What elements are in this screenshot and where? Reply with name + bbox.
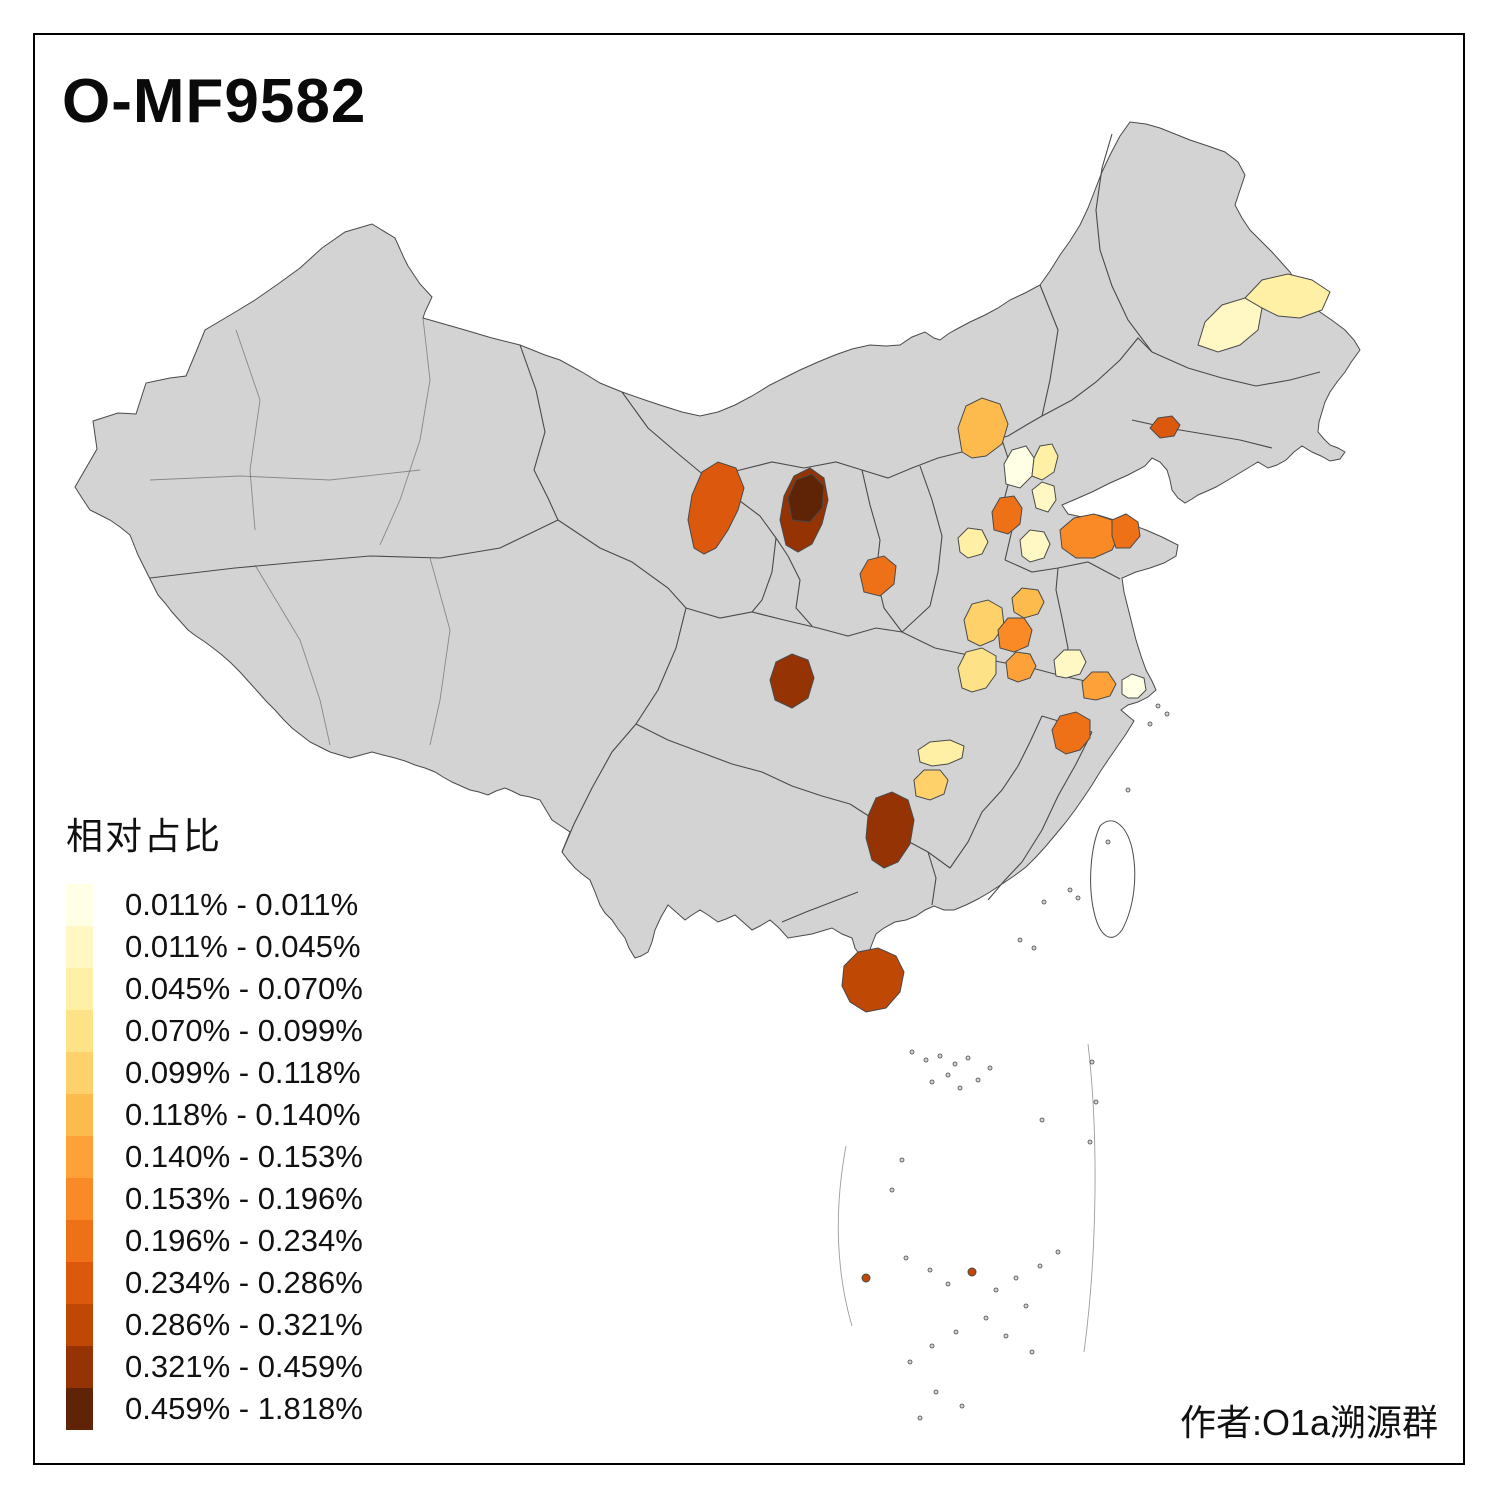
legend-label: 0.153% - 0.196% <box>125 1181 363 1216</box>
tianjin-patch <box>1031 481 1057 513</box>
legend-swatch <box>66 884 93 926</box>
legend-swatch <box>66 1052 93 1094</box>
legend-row: 0.234% - 0.286% <box>66 1262 363 1304</box>
shanghai-patch <box>1121 673 1147 699</box>
legend-swatch <box>66 1178 93 1220</box>
legend-label: 0.286% - 0.321% <box>125 1307 363 1342</box>
legend-swatch <box>66 968 93 1010</box>
legend-swatch <box>66 1010 93 1052</box>
legend-swatch <box>66 1220 93 1262</box>
jiangsu-south-patch <box>1081 671 1117 701</box>
henan-southwest-patch <box>957 647 997 693</box>
legend-label: 0.045% - 0.070% <box>125 971 363 1006</box>
hebei-south-patch <box>1019 529 1051 563</box>
beijing-patch <box>1003 445 1035 489</box>
hubei-east-patch <box>1051 711 1091 755</box>
legend-swatch <box>66 1304 93 1346</box>
legend-row: 0.321% - 0.459% <box>66 1346 363 1388</box>
chongqing-patch <box>769 653 815 709</box>
henan-southeast-patch <box>1005 651 1037 683</box>
legend-label: 0.140% - 0.153% <box>125 1139 363 1174</box>
legend-label: 0.070% - 0.099% <box>125 1013 363 1048</box>
legend-swatch <box>66 1388 93 1430</box>
legend-rows: 0.011% - 0.011% 0.011% - 0.045% 0.045% -… <box>66 884 363 1430</box>
shaanxi-central-patch <box>859 555 897 597</box>
author-credit: 作者:O1a溯源群 <box>1179 1402 1438 1443</box>
ningxia-patch <box>687 461 745 555</box>
legend-row: 0.286% - 0.321% <box>66 1304 363 1346</box>
hunan-north-patch <box>917 739 965 767</box>
legend-label: 0.234% - 0.286% <box>125 1265 363 1300</box>
figure-frame <box>33 33 1465 1465</box>
legend-row: 0.153% - 0.196% <box>66 1178 363 1220</box>
colored-island-dot <box>967 1267 977 1277</box>
legend-label: 0.196% - 0.234% <box>125 1223 363 1258</box>
legend-swatch <box>66 926 93 968</box>
legend-row: 0.045% - 0.070% <box>66 968 363 1010</box>
shaanxi-north-dark-patch <box>787 473 825 523</box>
legend-title: 相对占比 <box>66 816 222 857</box>
sea-boundary-line <box>837 1145 853 1327</box>
colored-island-dot <box>861 1273 871 1283</box>
shanxi-south-patch <box>957 527 989 559</box>
henan-central-patch <box>997 617 1033 653</box>
hunan-central-patch <box>913 769 949 801</box>
legend-label: 0.459% - 1.818% <box>125 1391 363 1426</box>
legend-row: 0.011% - 0.045% <box>66 926 363 968</box>
hainan-island <box>841 947 905 1013</box>
northeast-patch-east <box>1244 273 1331 319</box>
legend-row: 0.118% - 0.140% <box>66 1094 363 1136</box>
hebei-central-patch <box>991 495 1023 535</box>
legend-swatch <box>66 1346 93 1388</box>
liaoning-patch <box>1149 415 1181 439</box>
legend-row: 0.099% - 0.118% <box>66 1052 363 1094</box>
shandong-east-patch <box>1111 513 1141 549</box>
legend-swatch <box>66 1262 93 1304</box>
colored-regions <box>687 273 1331 1283</box>
henan-west-patch <box>963 599 1005 647</box>
hunan-west-patch <box>865 791 915 869</box>
legend-label: 0.099% - 0.118% <box>125 1055 361 1090</box>
legend-row: 0.196% - 0.234% <box>66 1220 363 1262</box>
legend-label: 0.011% - 0.045% <box>125 929 361 964</box>
legend-row: 0.459% - 1.818% <box>66 1388 363 1430</box>
inner-mongolia-patch <box>957 397 1009 459</box>
sea-boundary-line <box>1083 1043 1096 1353</box>
legend-swatch <box>66 1136 93 1178</box>
map-title: O-MF9582 <box>62 67 367 136</box>
beijing-east-patch <box>1031 443 1059 481</box>
island-dots <box>837 703 1170 1421</box>
legend-label: 0.011% - 0.011% <box>125 887 359 922</box>
legend-label: 0.321% - 0.459% <box>125 1349 363 1384</box>
anhui-north-patch <box>1053 649 1087 679</box>
legend: 相对占比 0.011% - 0.011% 0.011% - 0.045% 0.0… <box>66 806 363 1430</box>
henan-north-patch <box>1011 587 1045 619</box>
taiwan-outline <box>1090 820 1136 938</box>
legend-row: 0.140% - 0.153% <box>66 1136 363 1178</box>
legend-row: 0.070% - 0.099% <box>66 1010 363 1052</box>
legend-swatch <box>66 1094 93 1136</box>
legend-label: 0.118% - 0.140% <box>125 1097 361 1132</box>
legend-row: 0.011% - 0.011% <box>66 884 363 926</box>
